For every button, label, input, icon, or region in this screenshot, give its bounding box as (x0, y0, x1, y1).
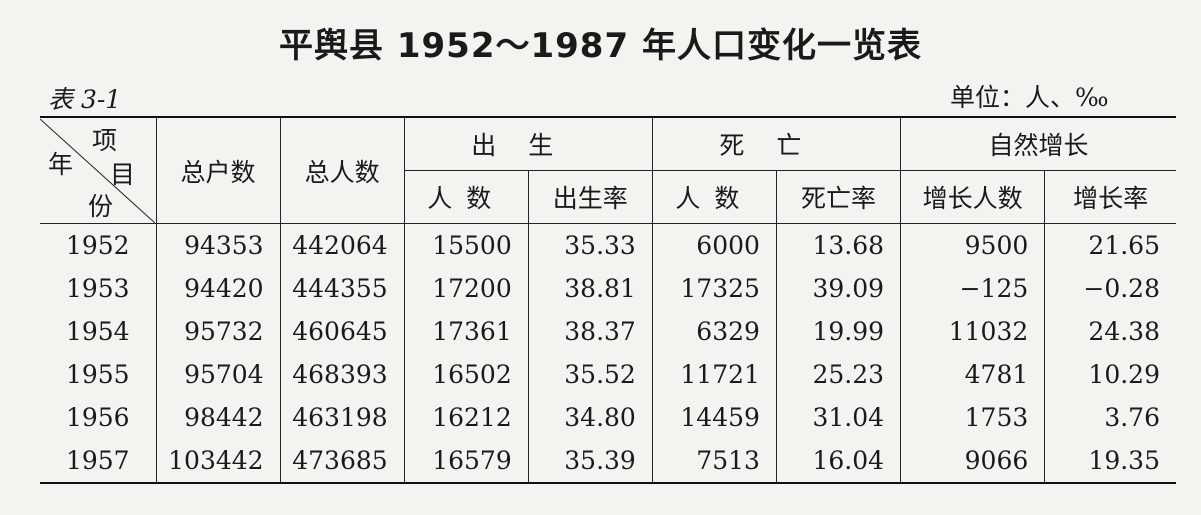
cell-growth: 1753 (900, 396, 1046, 439)
unit-label: 单位：人、‰ (950, 83, 1109, 112)
cell-households: 95704 (155, 353, 281, 396)
cell-births: 16502 (403, 353, 529, 396)
cell-year: 1957 (40, 439, 157, 484)
cell-death-rate: 19.99 (775, 310, 902, 353)
corner-item-top: 项 (92, 125, 118, 155)
cell-growth: 11032 (900, 310, 1046, 353)
cell-deaths: 6000 (651, 223, 777, 267)
header-birth-count: 人数 (404, 170, 529, 224)
corner-year-bottom: 份 (88, 191, 114, 221)
cell-households: 94420 (155, 267, 281, 310)
cell-births: 16212 (403, 396, 529, 439)
cell-birth-rate: 35.39 (527, 439, 653, 484)
cell-births: 17200 (403, 267, 529, 310)
cell-growth-rate: 3.76 (1044, 396, 1176, 439)
cell-deaths: 7513 (651, 439, 777, 484)
header-birth-rate: 出生率 (527, 170, 653, 224)
cell-households: 103442 (155, 439, 281, 484)
cell-growth: 9500 (900, 223, 1046, 267)
cell-year: 1952 (40, 223, 157, 267)
cell-households: 95732 (155, 310, 281, 353)
cell-death-rate: 25.23 (775, 353, 902, 396)
cell-birth-rate: 38.37 (527, 310, 653, 353)
cell-year: 1954 (40, 310, 157, 353)
cell-death-rate: 16.04 (775, 439, 902, 484)
cell-death-rate: 39.09 (775, 267, 902, 310)
cell-households: 98442 (155, 396, 281, 439)
cell-growth: 4781 (900, 353, 1046, 396)
cell-birth-rate: 35.52 (527, 353, 653, 396)
cell-deaths: 14459 (651, 396, 777, 439)
cell-death-rate: 31.04 (775, 396, 902, 439)
cell-birth-rate: 35.33 (527, 223, 653, 267)
header-population: 总人数 (279, 116, 405, 224)
table-row: 1956 98442 463198 16212 34.80 14459 31.0… (40, 396, 1176, 439)
cell-year: 1953 (40, 267, 157, 310)
cell-birth-rate: 34.80 (527, 396, 653, 439)
header-death: 死亡 (651, 116, 902, 171)
table-row: 1955 95704 468393 16502 35.52 11721 25.2… (40, 353, 1176, 396)
cell-death-rate: 13.68 (775, 223, 902, 267)
cell-growth-rate: 24.38 (1044, 310, 1176, 353)
corner-year-top: 年 (48, 149, 74, 179)
cell-birth-rate: 38.81 (527, 267, 653, 310)
corner-item-bottom: 目 (110, 159, 136, 189)
cell-households: 94353 (155, 223, 281, 267)
table-row: 1957 103442 473685 16579 35.39 7513 16.0… (40, 439, 1176, 484)
cell-growth-rate: −0.28 (1044, 267, 1176, 310)
cell-births: 16579 (403, 439, 529, 484)
table-row: 1952 94353 442064 15500 35.33 6000 13.68… (40, 223, 1176, 267)
cell-growth: −125 (900, 267, 1046, 310)
header-death-rate: 死亡率 (775, 170, 902, 224)
table-row: 1954 95732 460645 17361 38.37 6329 19.99… (40, 310, 1176, 353)
cell-deaths: 11721 (651, 353, 777, 396)
cell-population: 463198 (279, 396, 405, 439)
header-death-count: 人数 (651, 170, 777, 224)
cell-population: 473685 (279, 439, 405, 484)
page-title: 平舆县 1952～1987 年人口变化一览表 (279, 26, 922, 66)
diagonal-line (40, 118, 155, 223)
header-natural-growth: 自然增长 (900, 116, 1176, 171)
cell-growth-rate: 21.65 (1044, 223, 1176, 267)
cell-deaths: 17325 (651, 267, 777, 310)
table-row: 1953 94420 444355 17200 38.81 17325 39.0… (40, 267, 1176, 310)
cell-growth: 9066 (900, 439, 1046, 484)
cell-year: 1955 (40, 353, 157, 396)
header-birth: 出生 (403, 116, 653, 171)
cell-population: 444355 (279, 267, 405, 310)
header-growth-count: 增长人数 (900, 170, 1046, 224)
cell-births: 17361 (403, 310, 529, 353)
cell-growth-rate: 19.35 (1044, 439, 1176, 484)
cell-population: 468393 (279, 353, 405, 396)
population-table: 项 目 年 份 总户数 总人数 出生 死亡 自然增长 人数 出生率 人数 死亡率… (40, 116, 1176, 484)
cell-deaths: 6329 (651, 310, 777, 353)
cell-population: 460645 (279, 310, 405, 353)
cell-growth-rate: 10.29 (1044, 353, 1176, 396)
cell-births: 15500 (403, 223, 529, 267)
table-number: 表 3-1 (48, 85, 122, 114)
header-households: 总户数 (155, 116, 281, 224)
corner-header: 项 目 年 份 (40, 116, 157, 224)
cell-year: 1956 (40, 396, 157, 439)
header-growth-rate: 增长率 (1044, 170, 1176, 224)
cell-population: 442064 (279, 223, 405, 267)
